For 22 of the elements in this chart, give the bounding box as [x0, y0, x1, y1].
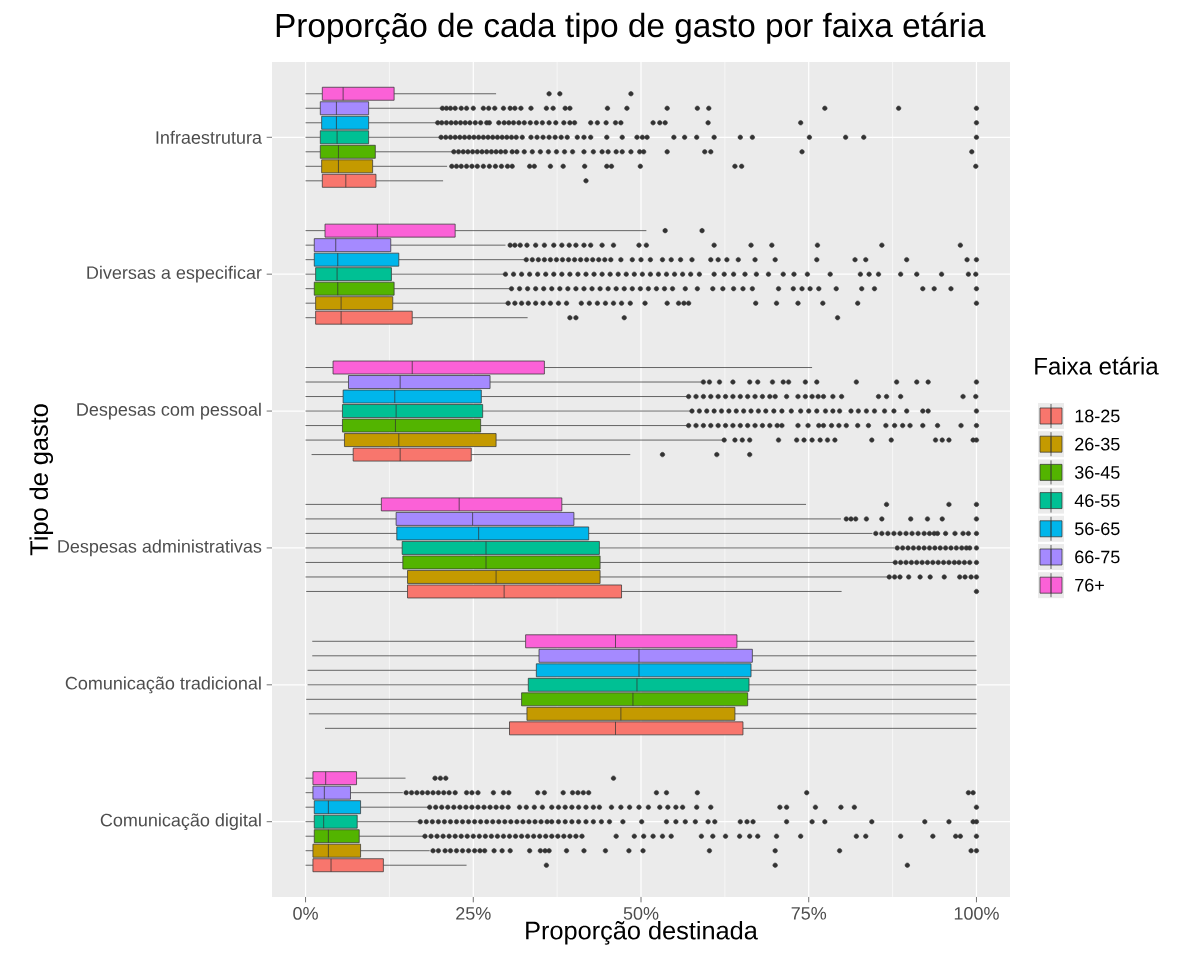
x-tick-label: 50% — [623, 907, 659, 920]
y-tick-label: Comunicação tradicional — [65, 676, 261, 694]
x-tick-label: 75% — [791, 907, 827, 920]
legend-label: 26-35 — [1075, 437, 1120, 451]
x-tick-label: 100% — [954, 907, 999, 920]
legend-label: 36-45 — [1074, 466, 1120, 479]
legend-label: 46-55 — [1074, 494, 1120, 507]
x-tick-label: 25% — [456, 907, 491, 920]
y-axis-title: Tipo de gasto — [29, 404, 54, 556]
legend-title: Faixa etária — [1035, 356, 1159, 375]
y-tick-label: Diversas a especificar — [87, 265, 262, 283]
legend-label: 18-25 — [1075, 409, 1120, 423]
legend-label: 56-65 — [1074, 522, 1120, 536]
x-tick-label: 0% — [293, 907, 318, 920]
chart-title: Proporção de cada tipo de gasto por faixa etária — [276, 12, 986, 44]
y-tick-label: Comunicação digital — [100, 813, 261, 831]
legend-label: 66-75 — [1075, 550, 1120, 564]
y-tick-label: Despesas com pessoal — [77, 402, 261, 420]
legend-label: 76+ — [1075, 578, 1104, 592]
y-tick-label: Infraestrutura — [156, 130, 262, 144]
x-axis-title: Proporção destinada — [526, 920, 758, 945]
y-tick-label: Despesas administrativas — [58, 539, 262, 557]
